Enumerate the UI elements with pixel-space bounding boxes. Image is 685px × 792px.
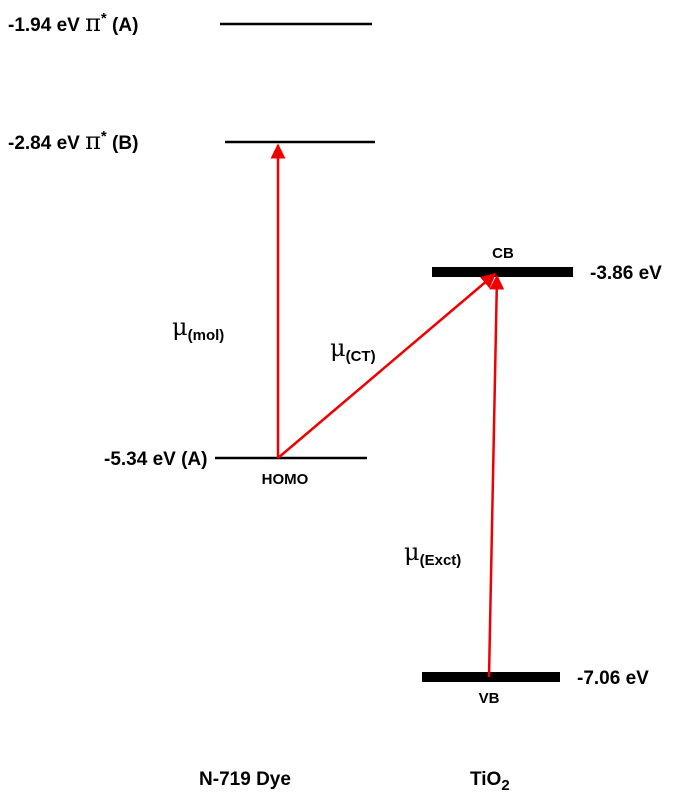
- text: (CT): [346, 348, 376, 365]
- text: (A): [181, 449, 207, 470]
- transition-label: μ(mol): [172, 313, 224, 344]
- text: -2.84 eV: [8, 133, 80, 154]
- transition-label: μ(Exct): [404, 538, 461, 569]
- text: μ: [172, 313, 188, 341]
- text: (Exct): [420, 552, 462, 569]
- text: TiO: [470, 769, 501, 790]
- text: π: [85, 127, 101, 155]
- text: π: [85, 9, 101, 37]
- level-energy: -3.86 eV: [590, 263, 662, 284]
- text: -5.34 eV: [104, 449, 176, 470]
- text: (mol): [188, 327, 225, 344]
- level-name: VB: [479, 690, 500, 707]
- arrow: [277, 273, 497, 459]
- text: (B): [112, 133, 138, 154]
- level-energy: -7.06 eV: [577, 668, 649, 689]
- text: -1.94 eV: [8, 15, 80, 36]
- level-label: -2.84 eV π* (B): [8, 127, 138, 155]
- transition-label: μ(CT): [330, 334, 376, 365]
- text: μ: [330, 334, 346, 362]
- text: (A): [112, 15, 138, 36]
- level-name: CB: [492, 245, 514, 262]
- text: *: [101, 10, 107, 27]
- level-label: -1.94 eV π* (A): [8, 9, 138, 37]
- level-label: -5.34 eV (A): [104, 449, 208, 470]
- arrow: [487, 274, 505, 678]
- material-label: TiO2: [470, 769, 510, 792]
- text: 2: [501, 777, 509, 792]
- text: μ: [404, 538, 420, 566]
- material-label: N-719 Dye: [199, 769, 291, 790]
- level-name: HOMO: [262, 471, 309, 488]
- text: *: [101, 128, 107, 145]
